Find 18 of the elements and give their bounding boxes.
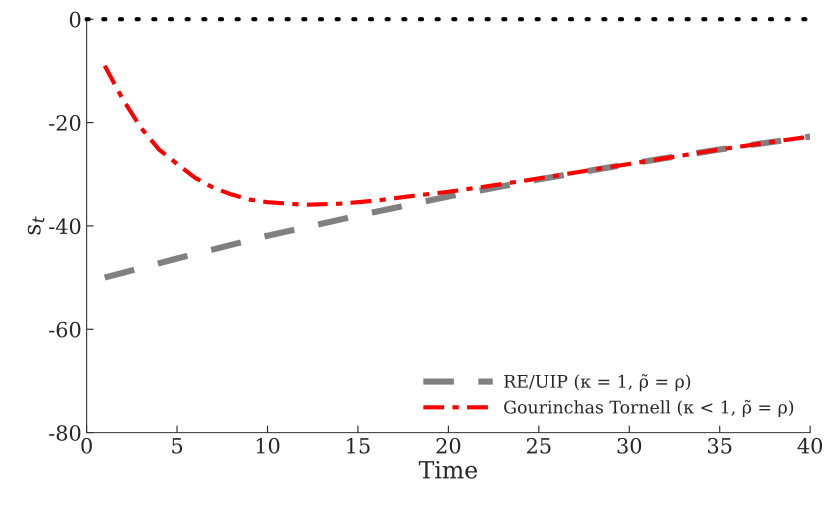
x-tick-label: 0 — [81, 438, 92, 454]
y-tick-label: 0 — [70, 12, 80, 28]
x-tick-label: 5 — [172, 438, 182, 454]
x-tick-label: 35 — [708, 438, 732, 454]
y-tick-label: -80 — [49, 425, 80, 441]
y-tick-label: -20 — [49, 115, 80, 131]
y-tick-label: -40 — [49, 218, 80, 234]
x-tick-label: 40 — [798, 438, 822, 454]
legend-label: Gourinchas Tornell (κ < 1, ρ̃ = ρ) — [504, 400, 794, 418]
x-tick-label: 15 — [347, 438, 370, 454]
y-tick-label: -60 — [49, 322, 80, 338]
legend-label: RE/UIP (κ = 1, ρ̃ = ρ) — [504, 374, 690, 392]
y-axis-title: s$_{t}$ — [28, 216, 44, 234]
x-tick-label: 30 — [618, 438, 642, 454]
x-tick-label: 20 — [436, 438, 460, 454]
x-tick-label: 10 — [256, 438, 280, 454]
x-tick-label: 25 — [526, 438, 550, 454]
x-axis-title: Time — [418, 461, 478, 479]
